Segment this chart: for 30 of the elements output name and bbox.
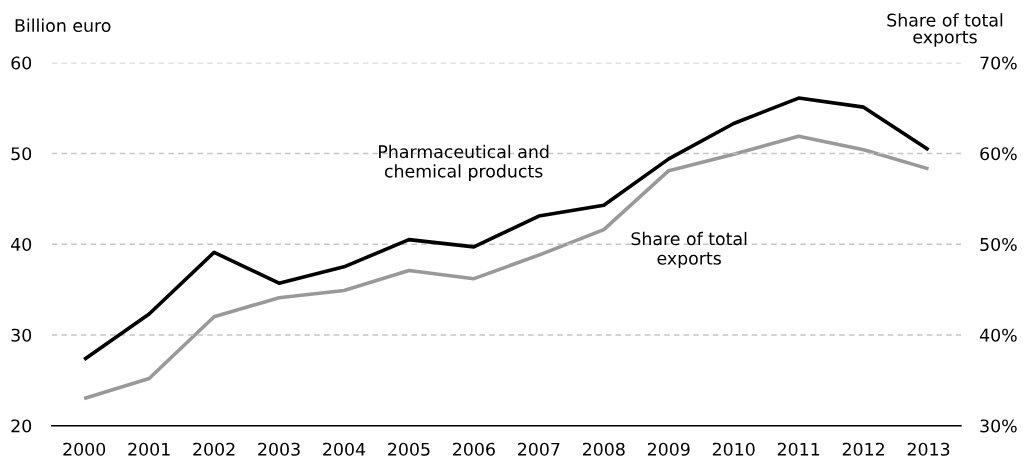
x-tick-label: 2012 [842, 442, 884, 456]
x-tick-label: 2005 [388, 442, 430, 456]
x-tick-label: 2010 [712, 442, 755, 456]
y2-tick-label: 30% [980, 419, 1017, 433]
y-tick-label: 50 [11, 147, 32, 161]
series-label: Share of total exports [631, 231, 747, 269]
line-series [82, 96, 931, 362]
x-tick-label: 2001 [128, 442, 170, 456]
y2-tick-label: 50% [980, 237, 1017, 252]
line-series [82, 134, 931, 401]
y-tick-label: 20 [11, 419, 32, 433]
x-tick-label: 2006 [453, 442, 495, 456]
y2-axis-title: Share of total exports [887, 13, 1003, 47]
y-tick-label: 60 [11, 56, 32, 70]
y-tick-label: 40 [11, 237, 32, 252]
y2-tick-label: 40% [979, 328, 1017, 342]
y2-tick-label: 60% [980, 147, 1017, 161]
x-tick-label: 2007 [518, 442, 560, 456]
x-tick-label: 2008 [582, 442, 625, 456]
x-tick-label: 2000 [63, 442, 106, 456]
y-tick-label: 30 [11, 328, 32, 342]
x-tick-label: 2004 [323, 442, 366, 456]
x-tick-label: 2011 [777, 442, 820, 456]
x-tick-label: 2003 [258, 442, 300, 456]
series-label: Pharmaceutical and chemical products [379, 144, 549, 181]
x-tick-label: 2002 [193, 442, 235, 456]
x-tick-label: 2009 [647, 442, 690, 456]
y2-tick-label: 70% [980, 56, 1017, 70]
x-tick-label: 2013 [907, 442, 950, 456]
y-axis-title: Billion euro [15, 18, 111, 33]
